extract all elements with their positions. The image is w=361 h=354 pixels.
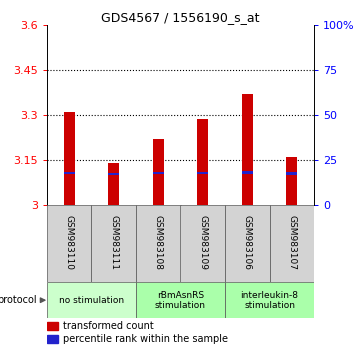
Bar: [225, 282, 314, 318]
Text: protocol: protocol: [0, 295, 37, 305]
Bar: [108, 173, 119, 176]
Bar: [153, 172, 164, 174]
Bar: [47, 282, 136, 318]
Text: GSM983106: GSM983106: [243, 215, 252, 270]
Bar: [153, 139, 164, 205]
Bar: [270, 205, 314, 282]
Bar: [47, 335, 58, 343]
Text: transformed count: transformed count: [63, 321, 154, 331]
Text: GSM983109: GSM983109: [198, 215, 207, 270]
Bar: [197, 172, 208, 174]
Bar: [91, 205, 136, 282]
Bar: [242, 94, 253, 205]
Text: GSM983110: GSM983110: [65, 215, 74, 270]
Text: GSM983108: GSM983108: [154, 215, 163, 270]
Bar: [180, 205, 225, 282]
Bar: [64, 171, 75, 174]
Bar: [286, 172, 297, 175]
Text: GSM983107: GSM983107: [287, 215, 296, 270]
Text: GSM983111: GSM983111: [109, 215, 118, 270]
Bar: [136, 205, 180, 282]
Bar: [47, 205, 91, 282]
Bar: [108, 163, 119, 205]
Bar: [286, 157, 297, 205]
Text: no stimulation: no stimulation: [59, 296, 124, 305]
Bar: [197, 120, 208, 205]
Bar: [136, 282, 225, 318]
Bar: [242, 171, 253, 173]
Text: rBmAsnRS
stimulation: rBmAsnRS stimulation: [155, 291, 206, 310]
Bar: [225, 205, 270, 282]
Bar: [64, 112, 75, 205]
Bar: [47, 321, 58, 330]
Text: percentile rank within the sample: percentile rank within the sample: [63, 334, 228, 344]
Title: GDS4567 / 1556190_s_at: GDS4567 / 1556190_s_at: [101, 11, 260, 24]
Text: interleukin-8
stimulation: interleukin-8 stimulation: [240, 291, 299, 310]
